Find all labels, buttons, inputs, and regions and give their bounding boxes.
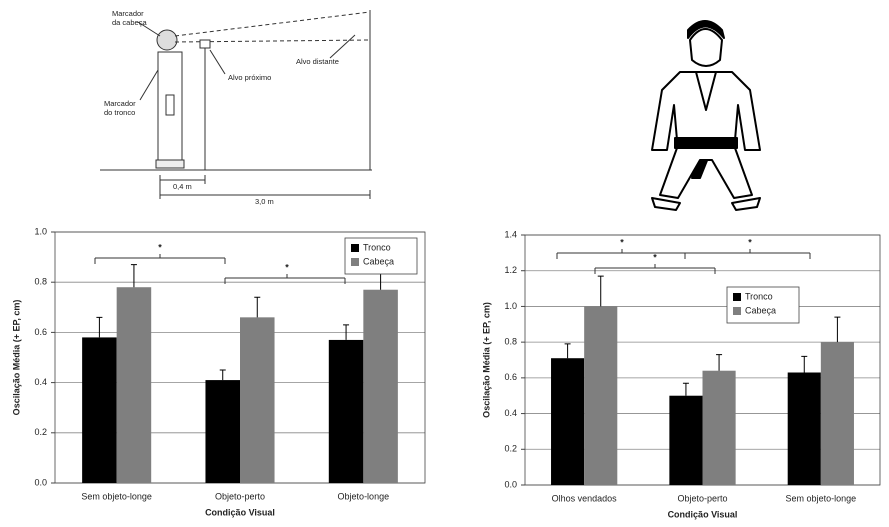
x-tick-label: Objeto-perto <box>215 491 265 501</box>
diagram-label: Alvo próximo <box>228 73 271 82</box>
bar <box>551 358 585 485</box>
near-target <box>199 39 211 49</box>
bar <box>116 287 152 483</box>
error-bar <box>597 275 604 307</box>
pointer <box>329 34 356 59</box>
arm <box>165 94 175 116</box>
significance-mark: * <box>748 237 752 247</box>
bar <box>787 372 821 485</box>
pointer <box>209 49 226 75</box>
x-tick-label: Objeto-perto <box>677 493 727 503</box>
significance-mark: * <box>158 242 162 252</box>
error-bar <box>254 296 261 318</box>
diagram-label: Marcador <box>104 99 136 108</box>
karate-figure <box>651 20 761 211</box>
legend-label: Cabeça <box>363 256 394 266</box>
foot <box>731 197 761 211</box>
y-tick-label: 0.4 <box>504 408 517 418</box>
y-tick-label: 0.4 <box>34 377 47 387</box>
significance-mark: * <box>653 252 657 262</box>
sight-line <box>174 39 371 43</box>
gi-pants <box>659 147 753 199</box>
error-bar <box>834 316 841 343</box>
y-tick-label: 1.4 <box>504 229 517 239</box>
diagram-label: 3,0 m <box>255 197 274 206</box>
x-tick-label: Sem objeto-longe <box>81 491 152 501</box>
bar <box>205 380 240 483</box>
y-tick-label: 0.6 <box>34 327 47 337</box>
error-bar <box>96 316 103 338</box>
error-bar <box>801 355 808 373</box>
setup-diagram <box>100 10 372 199</box>
hair <box>687 20 725 39</box>
significance-mark: * <box>620 237 624 247</box>
x-tick-label: Objeto-longe <box>338 491 390 501</box>
significance-mark: * <box>285 262 289 272</box>
x-tick-label: Sem objeto-longe <box>786 493 857 503</box>
pointer <box>137 21 161 37</box>
x-axis-title: Condição Visual <box>205 507 275 517</box>
diagram-label: do tronco <box>104 108 135 117</box>
legend-label: Tronco <box>745 291 773 301</box>
error-bar <box>682 382 689 396</box>
y-tick-label: 0.0 <box>34 477 47 487</box>
legend-swatch <box>351 244 359 252</box>
error-bar <box>130 264 137 288</box>
legend-swatch <box>351 258 359 266</box>
sight-line <box>174 11 371 37</box>
y-tick-label: 0.0 <box>504 479 517 489</box>
collar <box>695 71 717 111</box>
bar <box>669 395 703 485</box>
bar <box>328 339 364 483</box>
y-tick-label: 0.2 <box>504 444 517 454</box>
bar <box>702 370 736 485</box>
error-bar <box>716 354 723 371</box>
diagram-label: da cabeça <box>112 18 147 27</box>
error-bar <box>377 271 384 290</box>
legend-swatch <box>733 293 741 301</box>
y-axis-title: Oscilação Média (+ EP, cm) <box>481 302 491 418</box>
legend-swatch <box>733 307 741 315</box>
y-tick-label: 0.8 <box>504 337 517 347</box>
diagram-label: Alvo distante <box>296 57 339 66</box>
bar <box>584 306 618 485</box>
x-tick-label: Olhos vendados <box>552 493 618 503</box>
error-bar <box>564 343 571 359</box>
legend-label: Cabeça <box>745 305 776 315</box>
diagram-label: 0,4 m <box>173 182 192 191</box>
y-tick-label: 1.2 <box>504 265 517 275</box>
head <box>689 28 723 67</box>
base <box>155 159 185 169</box>
bar <box>82 337 117 483</box>
y-tick-label: 0.8 <box>34 277 47 287</box>
bar <box>820 342 854 485</box>
x-axis-title: Condição Visual <box>668 509 738 519</box>
y-tick-label: 1.0 <box>504 301 517 311</box>
y-tick-label: 1.0 <box>34 226 47 236</box>
diagram-label: Marcador <box>112 9 144 18</box>
foot <box>651 197 681 211</box>
legend-label: Tronco <box>363 242 391 252</box>
y-tick-label: 0.2 <box>34 427 47 437</box>
bar <box>240 317 275 483</box>
head <box>156 29 178 51</box>
error-bar <box>343 324 350 340</box>
pointer <box>139 69 159 101</box>
error-bar <box>219 369 226 381</box>
y-tick-label: 0.6 <box>504 372 517 382</box>
y-axis-title: Oscilação Média (+ EP, cm) <box>11 300 21 416</box>
belt <box>674 137 738 149</box>
bar <box>363 289 398 483</box>
